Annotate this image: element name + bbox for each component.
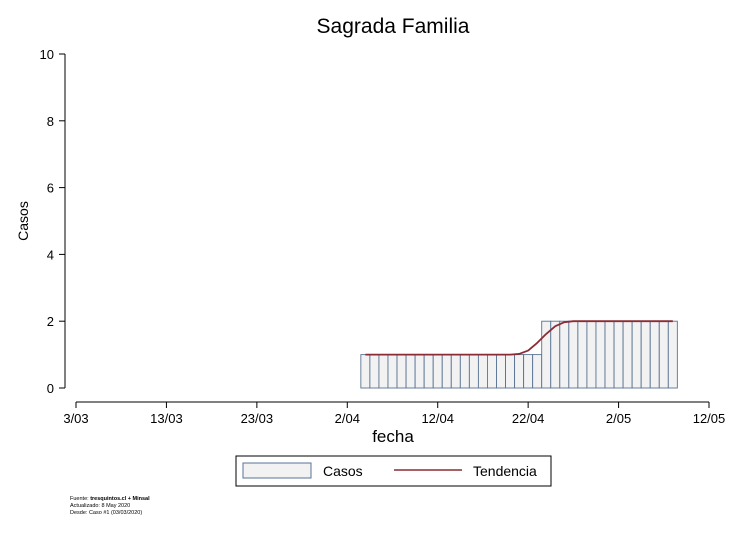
- legend-label-casos: Casos: [323, 463, 363, 479]
- bar-casos: [568, 320, 579, 389]
- bar-casos: [667, 320, 678, 389]
- x-tick-label: 12/05: [693, 411, 726, 426]
- bar-casos: [432, 354, 443, 389]
- x-tick-label: 2/04: [335, 411, 360, 426]
- y-tick-label: 10: [40, 47, 54, 62]
- legend-label-tendencia: Tendencia: [473, 463, 537, 479]
- footnote-source-label: Fuente:: [70, 496, 91, 502]
- bar-casos: [414, 354, 425, 389]
- bar-casos: [405, 354, 416, 389]
- bar-casos: [586, 320, 597, 389]
- bar-casos: [505, 354, 516, 389]
- x-tick-label: 22/04: [512, 411, 545, 426]
- y-tick-label: 0: [47, 381, 54, 396]
- bar-casos: [604, 320, 615, 389]
- chart-title: Sagrada Familia: [317, 15, 470, 38]
- x-tick-label: 13/03: [150, 411, 183, 426]
- bar-casos: [468, 354, 479, 389]
- bar-casos: [640, 320, 651, 389]
- bar-casos: [649, 320, 660, 389]
- bar-casos: [459, 354, 470, 389]
- bar-casos: [559, 320, 570, 389]
- bar-casos: [378, 354, 389, 389]
- bar-casos: [369, 354, 380, 389]
- y-tick-label: 4: [47, 247, 54, 262]
- plot-area: [360, 320, 678, 389]
- bar-casos: [532, 354, 543, 389]
- footnote-source-value: tresquintos.cl + Minsal: [90, 496, 150, 502]
- bar-casos: [487, 354, 497, 389]
- footnote-updated: Actualizado: 8 May 2020: [70, 503, 131, 509]
- y-axis-label: Casos: [15, 201, 31, 241]
- y-axis-ticks: 0 2 4 6 8 10: [40, 47, 65, 396]
- bar-casos: [613, 320, 624, 389]
- y-tick-label: 8: [47, 114, 54, 129]
- bar-casos: [523, 354, 534, 389]
- legend-swatch-casos: [242, 462, 312, 479]
- bar-casos: [360, 354, 371, 389]
- bar-casos: [441, 354, 452, 389]
- bar-casos: [396, 354, 407, 389]
- bar-casos: [577, 320, 588, 389]
- x-axis-ticks: 3/03 13/03 23/03 2/04 12/04 22/04 2/05 12/05: [63, 402, 725, 426]
- bar-casos: [423, 354, 434, 389]
- footnote-source: Fuente: tresquintos.cl + Minsal: [70, 496, 150, 503]
- trend-line-tendencia: [365, 320, 673, 356]
- y-tick-label: 6: [47, 181, 54, 196]
- bar-casos: [450, 354, 461, 389]
- x-tick-label: 23/03: [241, 411, 274, 426]
- x-tick-label: 12/04: [421, 411, 454, 426]
- x-axis-label: fecha: [372, 427, 414, 446]
- y-tick-label: 2: [47, 314, 54, 329]
- bar-casos: [550, 320, 561, 389]
- bar-casos: [514, 354, 525, 389]
- bar-casos: [658, 320, 669, 389]
- bar-casos: [622, 320, 633, 389]
- legend-box: [235, 455, 552, 487]
- legend: Casos Tendencia: [235, 455, 552, 487]
- bar-casos: [387, 354, 398, 389]
- x-tick-label: 3/03: [63, 411, 88, 426]
- bar-casos: [477, 354, 488, 389]
- x-tick-label: 2/05: [606, 411, 631, 426]
- bar-casos: [595, 320, 606, 389]
- bar-casos: [631, 320, 642, 389]
- footnote-since: Desde: Caso #1 (03/03/2020): [70, 510, 143, 516]
- bar-casos: [496, 354, 506, 389]
